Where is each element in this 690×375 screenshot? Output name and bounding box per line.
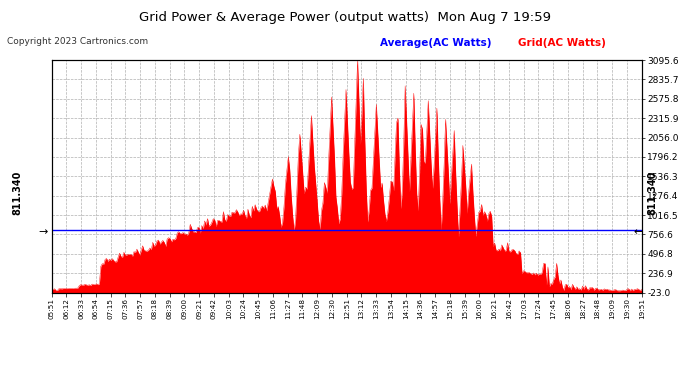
Text: Copyright 2023 Cartronics.com: Copyright 2023 Cartronics.com xyxy=(7,38,148,46)
Text: 811.340: 811.340 xyxy=(12,171,22,215)
Text: ←: ← xyxy=(633,227,643,237)
Text: 811.340: 811.340 xyxy=(647,171,657,215)
Text: Grid Power & Average Power (output watts)  Mon Aug 7 19:59: Grid Power & Average Power (output watts… xyxy=(139,11,551,24)
Text: Average(AC Watts): Average(AC Watts) xyxy=(380,38,491,48)
Text: →: → xyxy=(38,227,48,237)
Text: Grid(AC Watts): Grid(AC Watts) xyxy=(518,38,605,48)
